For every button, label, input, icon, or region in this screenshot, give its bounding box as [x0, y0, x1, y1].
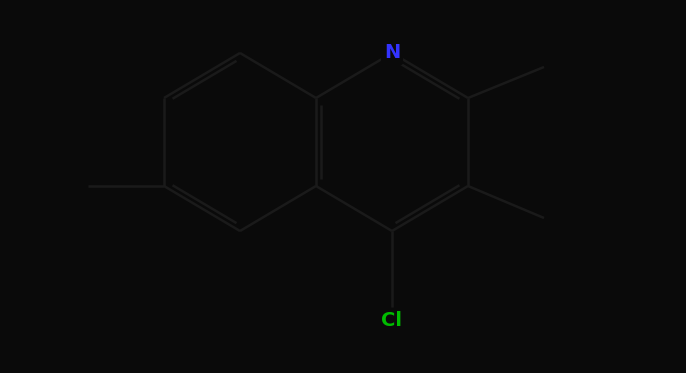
Text: Cl: Cl — [381, 310, 403, 329]
Text: N: N — [384, 44, 400, 63]
